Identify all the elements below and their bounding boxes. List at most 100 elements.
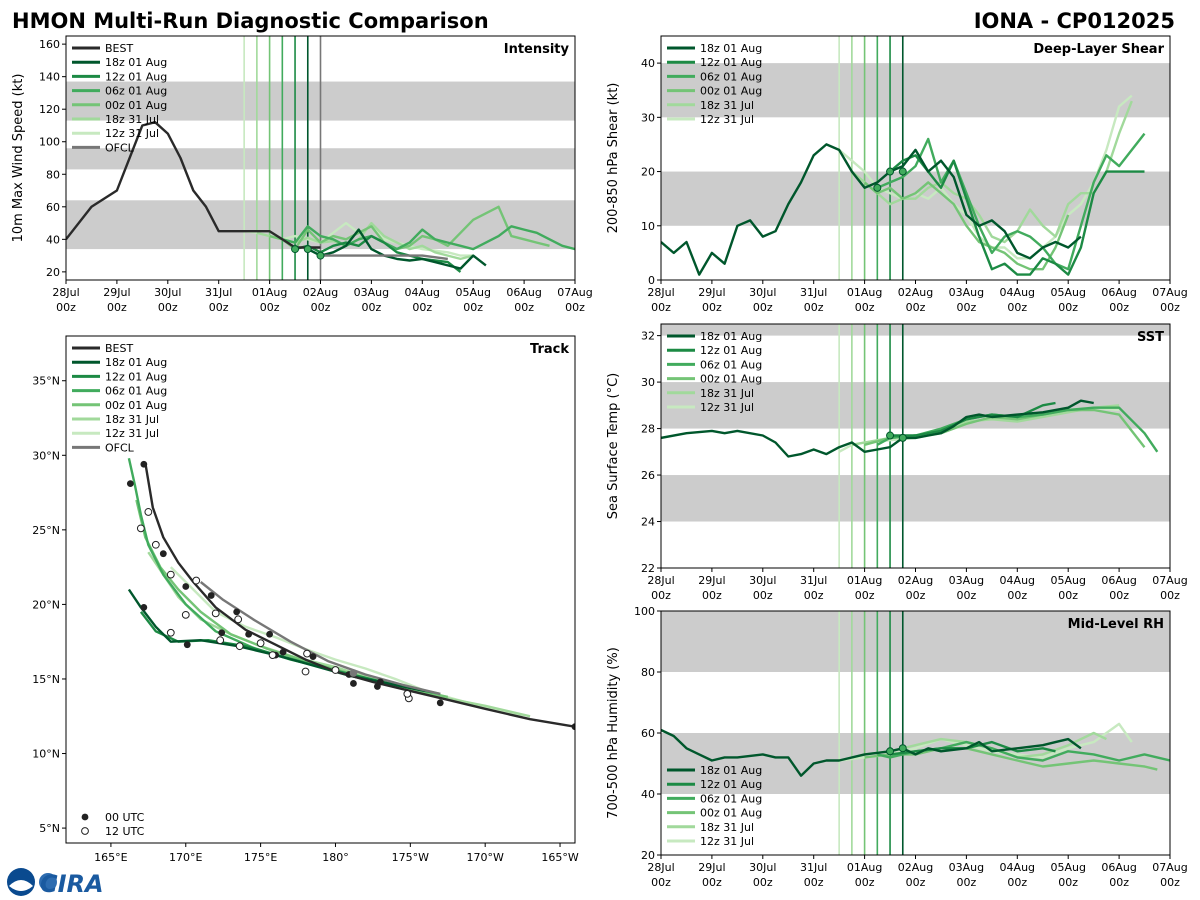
shear-xtick-label: 30Jul 00z [749,286,776,314]
track-series-18z-31-jul [147,551,531,718]
shear-xtick-label-line: 01Aug [847,286,882,299]
sst-xtick-label-line: 00z [906,589,926,602]
intensity-xtick-label-line: 00z [56,301,76,314]
shear-xtick-label: 07Aug 00z [1152,286,1187,314]
rh-xtick-label-line: 31Jul [800,861,827,874]
intensity-xtick-label-line: 28Jul [52,286,79,299]
intensity-init-marker [291,245,300,254]
track-point-00utc [159,550,167,558]
track-point-00utc [571,723,575,731]
rh-xtick-label: 03Aug 00z [949,861,984,889]
noaa-wave-icon [9,880,33,891]
intensity-init-marker [303,245,312,254]
intensity-ylabel: 10m Max Wind Speed (kt) [11,74,26,243]
intensity-xtick-label-line: 04Aug [405,286,440,299]
shear-legend-label-06z-01-aug: 06z 01 Aug [700,70,762,83]
sst-ytick-label: 26 [641,469,655,482]
track-point-12utc [166,628,175,637]
intensity-xtick-label: 04Aug 00z [405,286,440,314]
intensity-legend-label-18z-01-aug: 18z 01 Aug [105,56,167,69]
track-point-12utc [234,615,243,624]
sst-xtick-label-line: 05Aug [1050,574,1085,587]
track-point-00utc [373,683,381,690]
sst-series-18z-01-aug [661,399,1094,458]
shear-xtick-label-line: 00z [651,301,671,314]
sst-ytick-label: 32 [641,330,655,343]
intensity-xtick-label-line: 00z [209,301,229,314]
sst-xtick-label-line: 31Jul [800,574,827,587]
rh-ytick-label: 80 [641,666,655,679]
track-xtick-label: 165°E [94,851,127,864]
track-point-00utc [183,641,191,649]
shear-xtick-label: 04Aug 00z [1000,286,1035,314]
intensity-xtick-label-line: 00z [565,301,585,314]
intensity-xtick-label: 06Aug 00z [506,286,541,314]
shear-xtick-label-line: 00z [753,301,773,314]
track-series-ofcl [199,581,441,696]
shear-series-18z-31-jul [851,100,1133,244]
rh-title: Mid-Level RH [1068,617,1164,632]
intensity-xtick-label: 07Aug 00z [557,286,592,314]
intensity-xtick-label: 05Aug 00z [455,286,490,314]
shear-xtick-label: 06Aug 00z [1101,286,1136,314]
rh-xtick-label-line: 00z [804,876,824,889]
track-xtick-label: 165°W [541,851,578,864]
rh-xtick-label: 05Aug 00z [1050,861,1085,889]
sst-xtick-label: 03Aug 00z [949,574,984,602]
sst-band [661,324,1170,336]
sst-legend-label-18z-31-jul: 18z 31 Jul [700,387,754,400]
track-xtick-label: 180° [322,851,349,864]
shear-legend-label-12z-31-jul: 12z 31 Jul [700,113,754,126]
sst-xtick-label-line: 00z [1109,589,1129,602]
rh-xtick-label-line: 00z [753,876,773,889]
track-legend-label-18z-31-jul: 18z 31 Jul [105,413,159,426]
rh-legend-label-12z-31-jul: 12z 31 Jul [700,835,754,848]
shear-xtick-label: 02Aug 00z [898,286,933,314]
shear-xtick-label-line: 00z [1007,301,1027,314]
intensity-xtick-label-line: 02Aug [303,286,338,299]
shear-xtick-label: 05Aug 00z [1050,286,1085,314]
track-legend-label-12z-31-jul: 12z 31 Jul [105,427,159,440]
intensity-init-marker [316,251,325,260]
track-point-12utc [166,570,175,579]
intensity-xtick-label: 02Aug 00z [303,286,338,314]
sst-ylabel: Sea Surface Temp (°C) [606,373,621,520]
shear-ytick-label: 10 [641,220,655,233]
sst-xtick-label-line: 02Aug [898,574,933,587]
track-point-00utc [140,460,148,468]
intensity-xtick-label-line: 01Aug [252,286,287,299]
storm-title: IONA - CP012025 [974,9,1175,33]
shear-xtick-label-line: 00z [855,301,875,314]
cira-logo-text: CIRA [40,870,104,898]
intensity-xtick-label: 30Jul 00z [154,286,181,314]
shear-init-marker [886,167,895,176]
shear-xtick-label-line: 00z [804,301,824,314]
sst-xtick-label-line: 00z [753,589,773,602]
rh-ytick-label: 100 [634,605,655,618]
track-legend-label-12z-01-aug: 12z 01 Aug [105,370,167,383]
shear-xtick-label-line: 29Jul [698,286,725,299]
rh-legend-label-18z-31-jul: 18z 31 Jul [700,821,754,834]
intensity-xtick-label-line: 29Jul [103,286,130,299]
sst-xtick-label-line: 00z [1058,589,1078,602]
shear-ytick-label: 30 [641,111,655,124]
sst-xtick-label-line: 00z [702,589,722,602]
sst-legend-label-12z-31-jul: 12z 31 Jul [700,401,754,414]
rh-xtick-label: 06Aug 00z [1101,861,1136,889]
intensity-legend-label-12z-31-jul: 12z 31 Jul [105,127,159,140]
shear-xtick-label-line: 00z [1160,301,1180,314]
intensity-series-ofcl [320,254,448,261]
intensity-ytick-label: 140 [39,71,60,84]
intensity-ytick-label: 100 [39,136,60,149]
shear-legend-label-18z-31-jul: 18z 31 Jul [700,99,754,112]
track-legend-label-00z-01-aug: 00z 01 Aug [105,399,167,412]
track-ytick-label: 25°N [32,524,60,537]
intensity-ytick-label: 120 [39,103,60,116]
shear-xtick-label-line: 05Aug [1050,286,1085,299]
intensity-series-06z-01-aug [282,225,575,251]
sst-band [661,382,1170,429]
sst-ytick-label: 22 [641,562,655,575]
track-point-00utc [233,608,241,616]
rh-xtick-label: 31Jul 00z [800,861,827,889]
intensity-plot-area [66,36,575,280]
